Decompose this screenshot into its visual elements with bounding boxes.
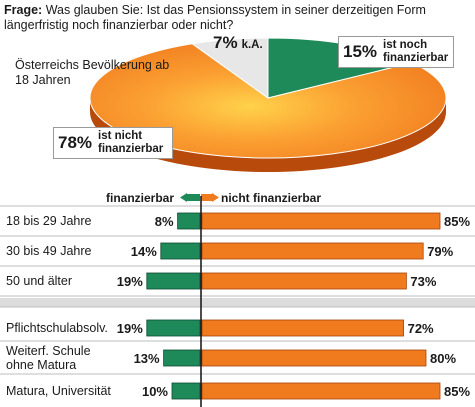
bar-finanzierbar xyxy=(177,212,201,230)
question-prefix: Frage: xyxy=(4,3,43,17)
pie-slice-nicht-finanzierbar xyxy=(89,43,447,159)
group-separator xyxy=(0,298,475,307)
label-nicht-finanzierbar-pct: 80% xyxy=(430,351,456,366)
bar-finanzierbar xyxy=(163,349,201,367)
pie-chart xyxy=(89,37,447,172)
question-body: Was glauben Sie: Ist das Pensionssystem … xyxy=(4,3,426,32)
pie-slice-nicht-finanzierbar-side xyxy=(90,98,446,172)
legend-orange-arrow xyxy=(201,194,213,201)
legend-green-arrow xyxy=(186,194,200,201)
bar-nicht-finanzierbar xyxy=(201,319,405,337)
bar-nicht-finanzierbar xyxy=(201,272,407,290)
label-nicht-finanzierbar-pct: 72% xyxy=(408,321,434,336)
label-finanzierbar-pct: 13% xyxy=(134,351,160,366)
category-label: Matura, Universität xyxy=(6,384,111,398)
label-finanzierbar-pct: 10% xyxy=(142,384,168,399)
question-text: Frage: Was glauben Sie: Ist das Pensions… xyxy=(4,3,472,33)
label-nicht-finanzierbar-pct: 85% xyxy=(444,214,470,229)
pct-nicht-finanzierbar: 78% xyxy=(58,133,93,152)
legend-green-arrowhead xyxy=(180,193,187,202)
pie-subtitle: Österreichs Bevölkerung ab 18 Jahren xyxy=(15,58,170,87)
pct-ka: 7% xyxy=(213,33,238,52)
pct-noch-finanzierbar: 15% xyxy=(343,42,378,61)
category-label: Pflichtschulabsolv. xyxy=(6,321,108,335)
legend-nicht-finanzierbar: nicht finanzierbar xyxy=(221,191,322,205)
bar-nicht-finanzierbar xyxy=(201,349,427,367)
bar-nicht-finanzierbar xyxy=(201,382,441,400)
category-label: 50 und älter xyxy=(6,274,73,288)
text-nicht-finanzierbar: ist nicht finanzierbar xyxy=(98,130,164,155)
label-finanzierbar-pct: 19% xyxy=(117,321,143,336)
bar-finanzierbar xyxy=(160,242,201,260)
label-nicht-finanzierbar-pct: 73% xyxy=(410,274,436,289)
label-nicht-finanzierbar: 78% ist nicht finanzierbar xyxy=(53,127,174,159)
legend-finanzierbar: finanzierbar xyxy=(106,191,175,205)
label-nicht-finanzierbar-pct: 79% xyxy=(427,244,453,259)
bar-nicht-finanzierbar xyxy=(201,242,424,260)
text-ka: k.A. xyxy=(241,39,263,51)
label-noch-finanzierbar: 15% ist noch finanzierbar xyxy=(338,36,455,68)
bar-nicht-finanzierbar xyxy=(201,212,441,230)
category-label: Weiterf. Schule ohne Matura xyxy=(6,344,91,372)
category-label: 30 bis 49 Jahre xyxy=(6,244,92,258)
label-finanzierbar-pct: 14% xyxy=(131,244,157,259)
label-ka: 7% k.A. xyxy=(213,33,263,53)
text-noch-finanzierbar: ist noch finanzierbar xyxy=(383,39,449,64)
bar-finanzierbar xyxy=(171,382,201,400)
bar-finanzierbar xyxy=(146,272,201,290)
label-finanzierbar-pct: 19% xyxy=(117,274,143,289)
legend-orange-arrowhead xyxy=(212,193,219,202)
category-label: 18 bis 29 Jahre xyxy=(6,214,92,228)
label-finanzierbar-pct: 8% xyxy=(155,214,174,229)
pie-slice-ka xyxy=(190,37,269,99)
bar-finanzierbar xyxy=(146,319,201,337)
label-nicht-finanzierbar-pct: 85% xyxy=(444,384,470,399)
